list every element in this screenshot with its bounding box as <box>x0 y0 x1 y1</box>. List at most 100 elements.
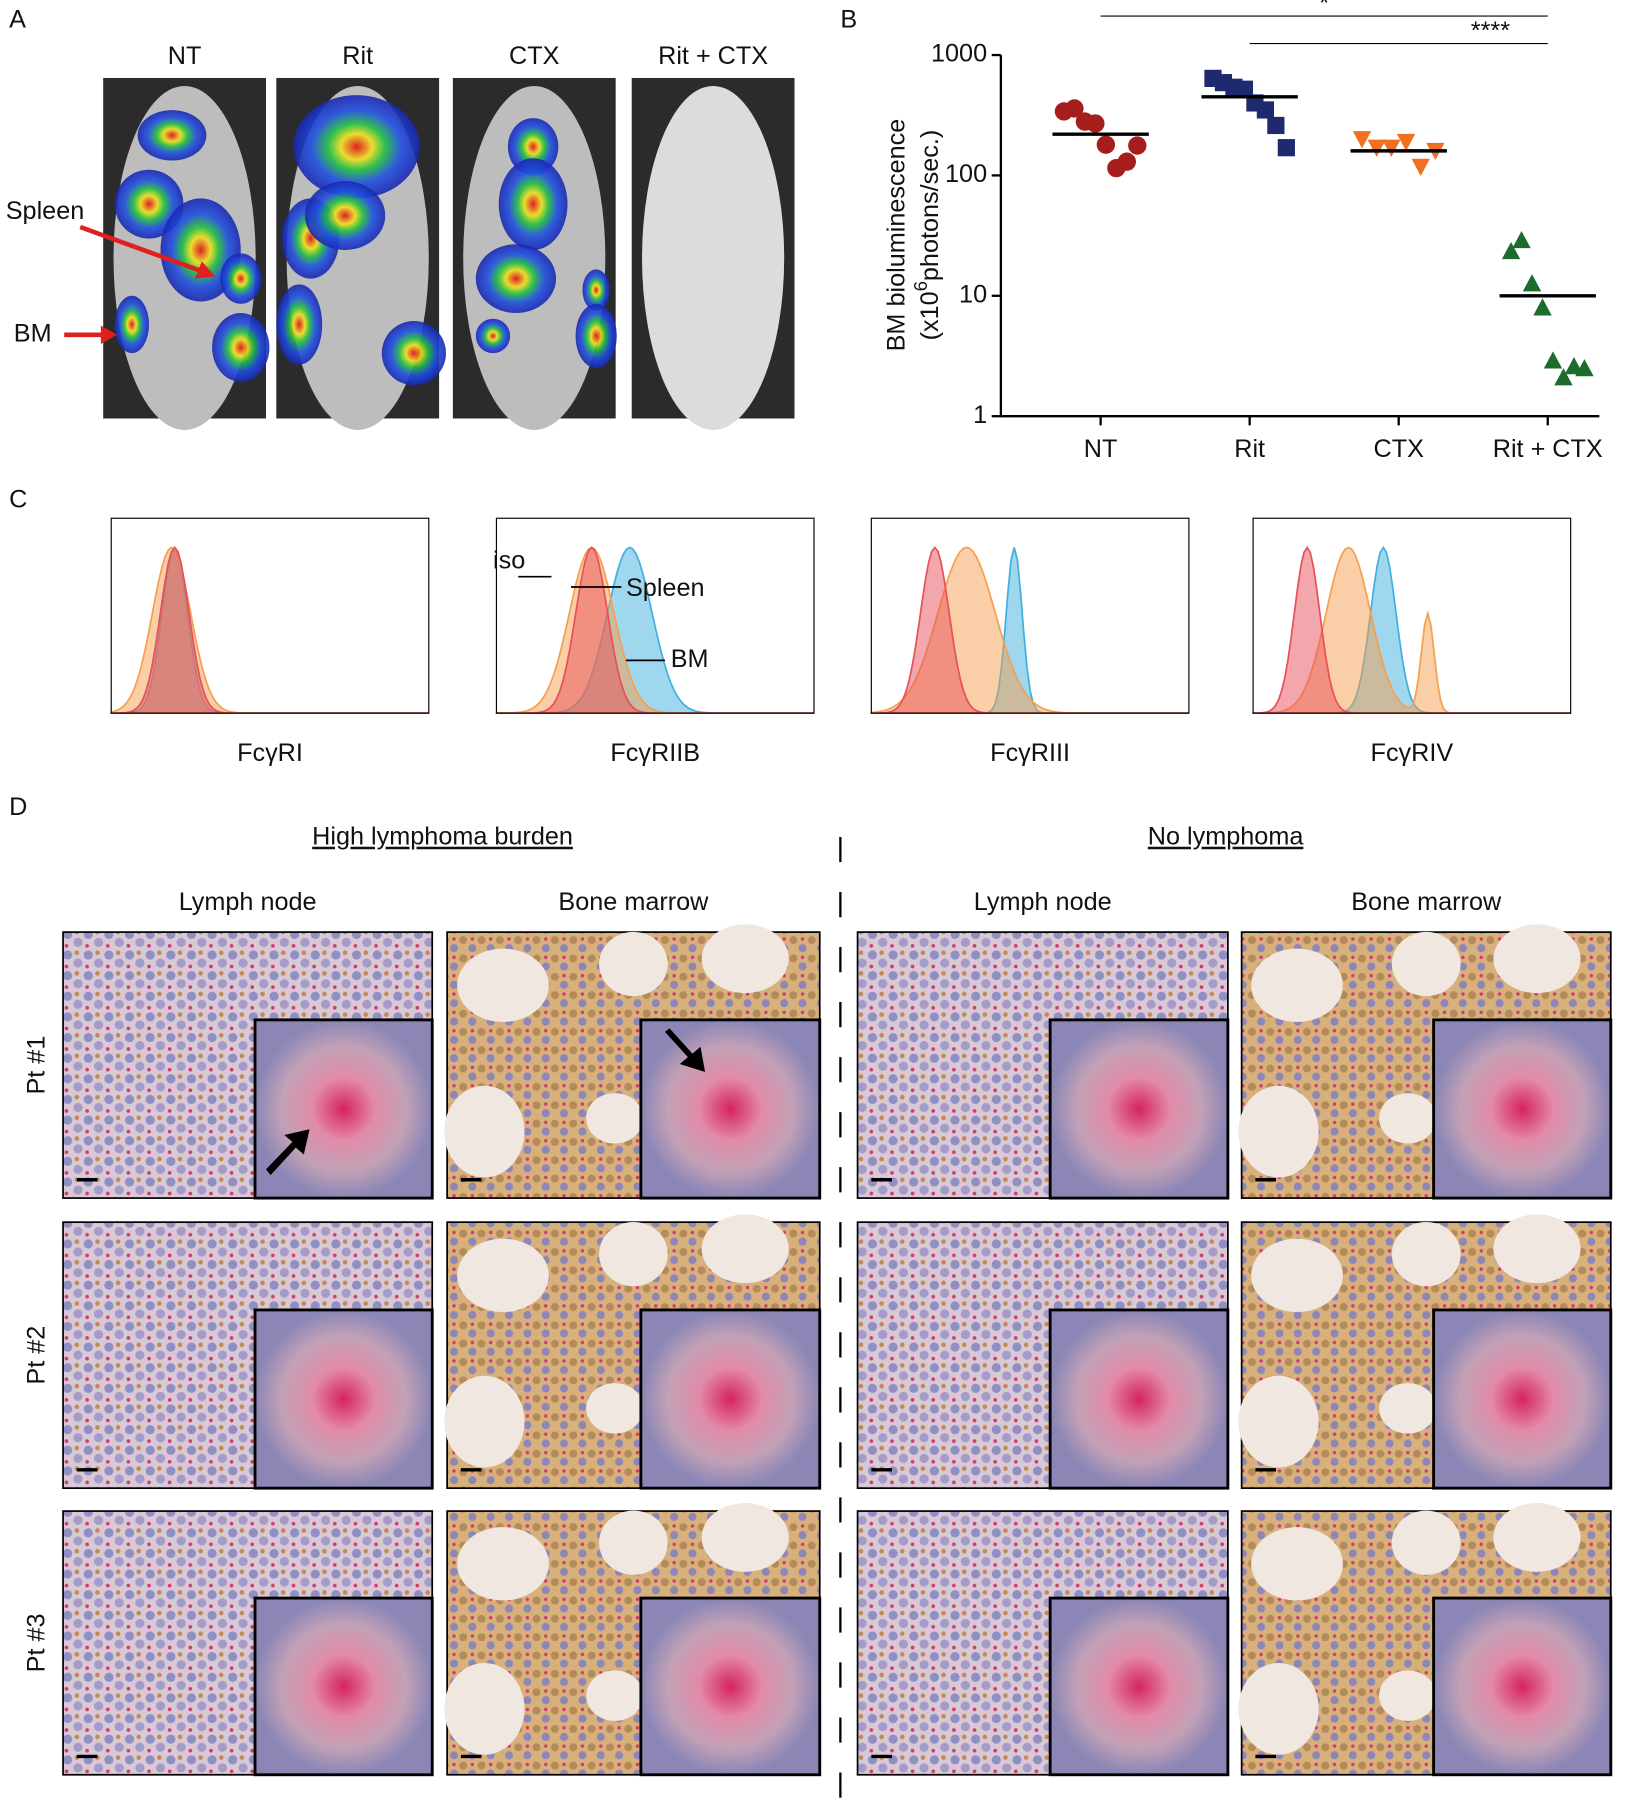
signal <box>575 303 617 369</box>
mouse-body <box>642 86 785 430</box>
inset <box>253 1308 434 1490</box>
x-axis-label: FcγRI <box>237 739 303 767</box>
group-title: CTX <box>509 42 560 70</box>
inset <box>1048 1308 1230 1490</box>
signal <box>582 269 610 311</box>
data-point <box>1128 136 1147 155</box>
annotation: Spleen <box>626 574 705 602</box>
fat-cell <box>1493 924 1581 994</box>
fat-cell <box>1379 1093 1437 1144</box>
significance-label: **** <box>1471 17 1510 45</box>
panel-label: B <box>840 5 857 33</box>
data-point <box>1277 139 1295 157</box>
data-point <box>1501 241 1521 260</box>
tissue-label: Lymph node <box>974 888 1112 916</box>
fat-cell <box>1493 1214 1581 1284</box>
y-tick-label: 10 <box>959 280 987 308</box>
signal <box>137 110 207 161</box>
fat-cell <box>444 1085 525 1178</box>
fat-cell <box>1238 1662 1319 1755</box>
fat-cell <box>444 1375 525 1468</box>
fat-cell <box>701 1503 789 1572</box>
x-tick-label: NT <box>1084 435 1118 463</box>
inset <box>639 1308 822 1490</box>
y-tick-label: 100 <box>945 160 987 188</box>
data-point <box>1096 135 1116 154</box>
panel-label: D <box>9 793 27 821</box>
signal <box>304 181 386 250</box>
annotation: Spleen <box>6 197 85 225</box>
data-point <box>1533 298 1552 316</box>
decoration <box>62 77 1613 1798</box>
inset <box>639 1018 822 1200</box>
fat-cell <box>1251 1238 1343 1313</box>
fat-cell <box>586 1383 644 1434</box>
condition-header: No lymphoma <box>1148 823 1305 851</box>
fat-cell <box>1238 1085 1319 1178</box>
data-point <box>1352 131 1372 149</box>
signal <box>114 169 184 239</box>
inset <box>1048 1018 1230 1200</box>
tissue-label: Bone marrow <box>558 888 709 916</box>
fat-cell <box>1391 1221 1461 1287</box>
x-axis-label: FcγRIV <box>1371 739 1454 767</box>
group-title: NT <box>168 42 202 70</box>
fat-cell <box>1391 1510 1461 1575</box>
fat-cell <box>599 1221 668 1287</box>
condition-header: High lymphoma burden <box>312 823 573 851</box>
row-label: Pt #2 <box>22 1326 50 1385</box>
data-point <box>1411 158 1430 176</box>
histogram-frame <box>110 517 430 714</box>
x-tick-label: Rit + CTX <box>1493 435 1603 463</box>
data-point <box>1267 116 1285 135</box>
signal <box>498 158 568 250</box>
panel-label: C <box>9 486 27 514</box>
signal <box>212 313 270 382</box>
data-point <box>1554 368 1573 386</box>
data-point <box>1117 152 1136 171</box>
tissue-label: Bone marrow <box>1351 888 1502 916</box>
data-point <box>1086 114 1105 133</box>
fat-cell <box>599 1510 668 1575</box>
data-point <box>1065 99 1084 118</box>
arrow <box>265 1129 310 1176</box>
data-point <box>1575 359 1594 377</box>
fat-cell <box>599 931 668 997</box>
fat-cell <box>1493 1503 1581 1572</box>
histogram <box>110 546 429 714</box>
fat-cell <box>1238 1375 1319 1468</box>
inset <box>639 1596 822 1777</box>
signal <box>276 284 323 365</box>
data-point <box>1396 133 1416 152</box>
group-title: Rit + CTX <box>658 42 768 70</box>
row-label: Pt #3 <box>22 1613 50 1672</box>
signal <box>507 118 559 176</box>
group-title: Rit <box>342 42 373 70</box>
fat-cell <box>1251 1527 1343 1601</box>
signal <box>220 253 262 304</box>
inset <box>253 1018 434 1200</box>
x-axis-label: FcγRIII <box>990 739 1070 767</box>
signal <box>114 295 150 354</box>
fat-cell <box>1391 931 1461 997</box>
y-axis <box>999 55 1600 418</box>
y-axis-label-line: BM bioluminescence <box>882 119 910 352</box>
histogram-frame <box>495 517 815 714</box>
significance-label: * <box>1319 0 1329 17</box>
histogram <box>1252 545 1571 714</box>
x-tick-label: CTX <box>1373 435 1424 463</box>
inset <box>1048 1596 1230 1777</box>
fat-cell <box>457 1527 549 1601</box>
fat-cell <box>1379 1670 1437 1721</box>
data-point <box>1543 351 1563 369</box>
fat-cell <box>1379 1383 1437 1434</box>
fat-cell <box>444 1662 525 1755</box>
row-label: Pt #1 <box>22 1036 50 1095</box>
y-axis-unit: (x106photons/sec.) <box>910 130 944 341</box>
fat-cell <box>586 1093 644 1144</box>
data-point <box>1522 274 1542 292</box>
inset <box>1432 1018 1613 1200</box>
inset <box>1432 1308 1613 1490</box>
annotation: BM <box>671 645 709 673</box>
